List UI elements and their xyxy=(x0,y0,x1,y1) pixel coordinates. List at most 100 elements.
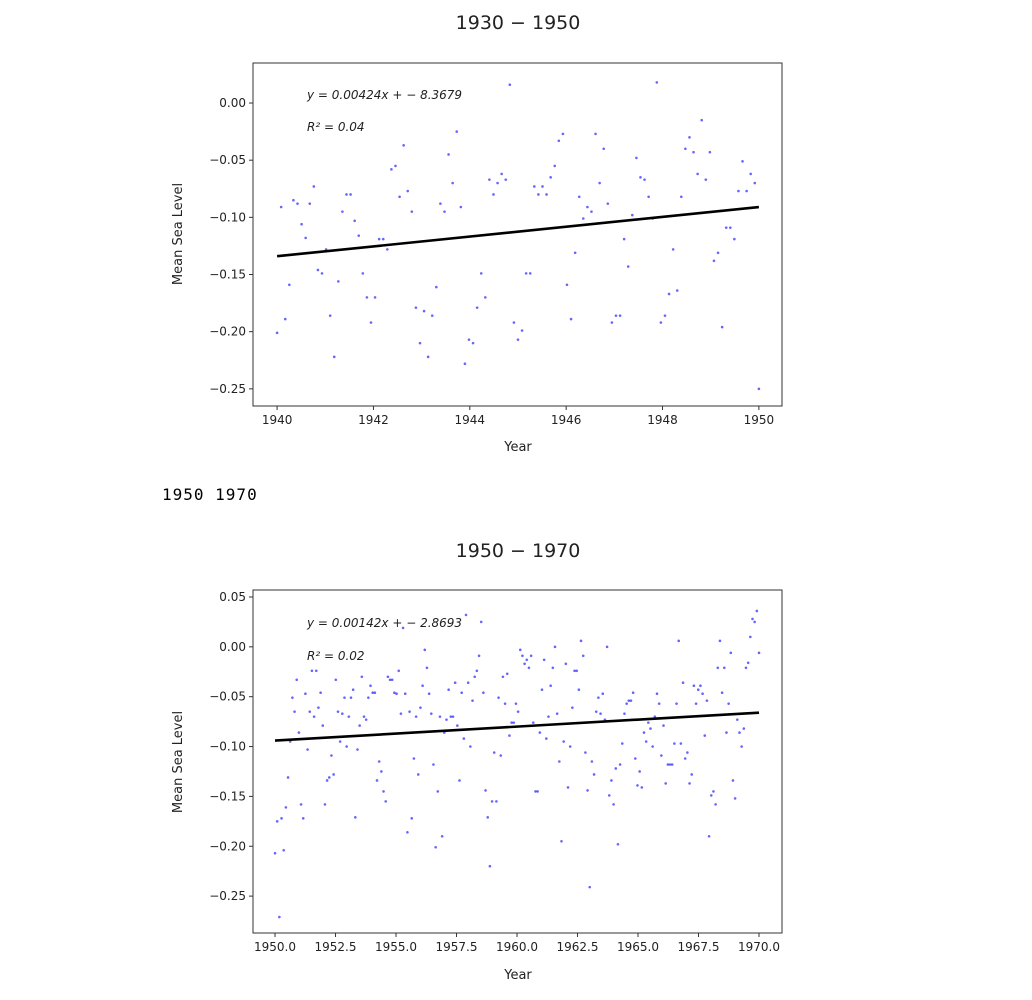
data-point xyxy=(508,734,511,737)
data-point xyxy=(683,757,687,760)
data-point xyxy=(722,666,726,670)
data-point xyxy=(686,751,689,754)
y-tick-label: 0.00 xyxy=(219,96,246,110)
data-point xyxy=(328,314,332,317)
data-point xyxy=(601,692,605,695)
data-point xyxy=(662,724,665,727)
data-point xyxy=(575,669,579,673)
data-point xyxy=(488,178,491,181)
data-point xyxy=(371,691,374,695)
x-tick-label: 1946 xyxy=(551,413,582,427)
data-point xyxy=(447,153,450,156)
data-point xyxy=(296,202,299,205)
data-point xyxy=(462,737,466,740)
data-point xyxy=(571,706,574,709)
data-point xyxy=(627,699,631,702)
data-point xyxy=(673,742,676,745)
data-point xyxy=(560,839,563,843)
data-point xyxy=(492,751,496,754)
data-point xyxy=(516,710,520,713)
data-point xyxy=(402,144,405,147)
data-point xyxy=(524,272,528,275)
data-point xyxy=(660,754,663,757)
data-point xyxy=(720,691,724,695)
data-point xyxy=(675,702,678,705)
data-point xyxy=(670,763,674,766)
data-point xyxy=(655,692,659,695)
data-point xyxy=(614,314,618,317)
data-point xyxy=(408,710,411,713)
data-point xyxy=(486,816,490,819)
data-point xyxy=(466,681,470,685)
x-tick-label: 1942 xyxy=(358,413,389,427)
data-point xyxy=(390,678,394,682)
data-point xyxy=(588,885,592,889)
data-point xyxy=(469,745,472,748)
data-point xyxy=(590,210,593,213)
data-point xyxy=(626,265,630,268)
equation-annotation: y = 0.00424x + − 8.3679 xyxy=(306,88,462,102)
plot-frame xyxy=(252,589,783,934)
x-tick-label: 1940 xyxy=(262,413,293,427)
data-point xyxy=(432,763,435,766)
data-point xyxy=(594,132,597,136)
data-point xyxy=(388,678,392,682)
data-point xyxy=(395,692,398,695)
data-point xyxy=(528,272,532,275)
data-point xyxy=(538,731,542,734)
data-point xyxy=(631,213,634,217)
data-point xyxy=(720,325,724,329)
data-point xyxy=(422,309,426,313)
x-axis-label: Year xyxy=(503,440,532,455)
data-point xyxy=(741,160,744,163)
data-point xyxy=(667,292,671,296)
data-point xyxy=(463,362,467,365)
data-point xyxy=(279,205,283,209)
data-point xyxy=(275,331,279,335)
data-point xyxy=(757,387,761,391)
data-point xyxy=(635,156,638,160)
data-point xyxy=(688,136,691,139)
data-point xyxy=(377,237,381,241)
data-point xyxy=(716,666,720,670)
data-point xyxy=(707,834,711,838)
data-point xyxy=(356,748,359,751)
data-point xyxy=(319,691,322,695)
data-point xyxy=(534,790,537,793)
r2-annotation: R² = 0.02 xyxy=(307,649,365,663)
data-point xyxy=(464,613,468,617)
data-point xyxy=(639,176,642,179)
data-point xyxy=(742,727,746,730)
y-tick-label: −0.15 xyxy=(209,789,246,803)
data-point xyxy=(724,226,728,229)
data-point xyxy=(496,181,499,185)
x-tick-label: 1950.0 xyxy=(254,940,296,954)
data-point xyxy=(536,790,539,793)
x-tick-label: 1944 xyxy=(455,413,486,427)
data-point xyxy=(332,773,335,776)
data-point xyxy=(278,915,281,919)
data-point xyxy=(521,654,524,658)
data-point xyxy=(612,803,615,806)
data-point xyxy=(659,321,663,324)
data-point xyxy=(753,620,756,624)
data-point xyxy=(649,727,652,730)
printed-output-text: 1950 1970 xyxy=(162,485,258,504)
data-point xyxy=(351,688,355,692)
data-point xyxy=(651,745,654,748)
data-point xyxy=(401,626,405,630)
data-point xyxy=(537,193,540,196)
data-point xyxy=(690,773,694,776)
data-point xyxy=(308,202,312,205)
data-point xyxy=(547,715,550,718)
data-point xyxy=(297,731,301,734)
data-point xyxy=(455,130,459,133)
data-point xyxy=(623,712,626,715)
data-point xyxy=(334,678,338,682)
equation-annotation: y = 0.00142x + − 2.8693 xyxy=(306,616,462,630)
data-point xyxy=(631,691,635,695)
data-point xyxy=(460,691,463,695)
data-point xyxy=(566,786,570,789)
data-point xyxy=(636,784,639,787)
data-point xyxy=(551,666,555,670)
